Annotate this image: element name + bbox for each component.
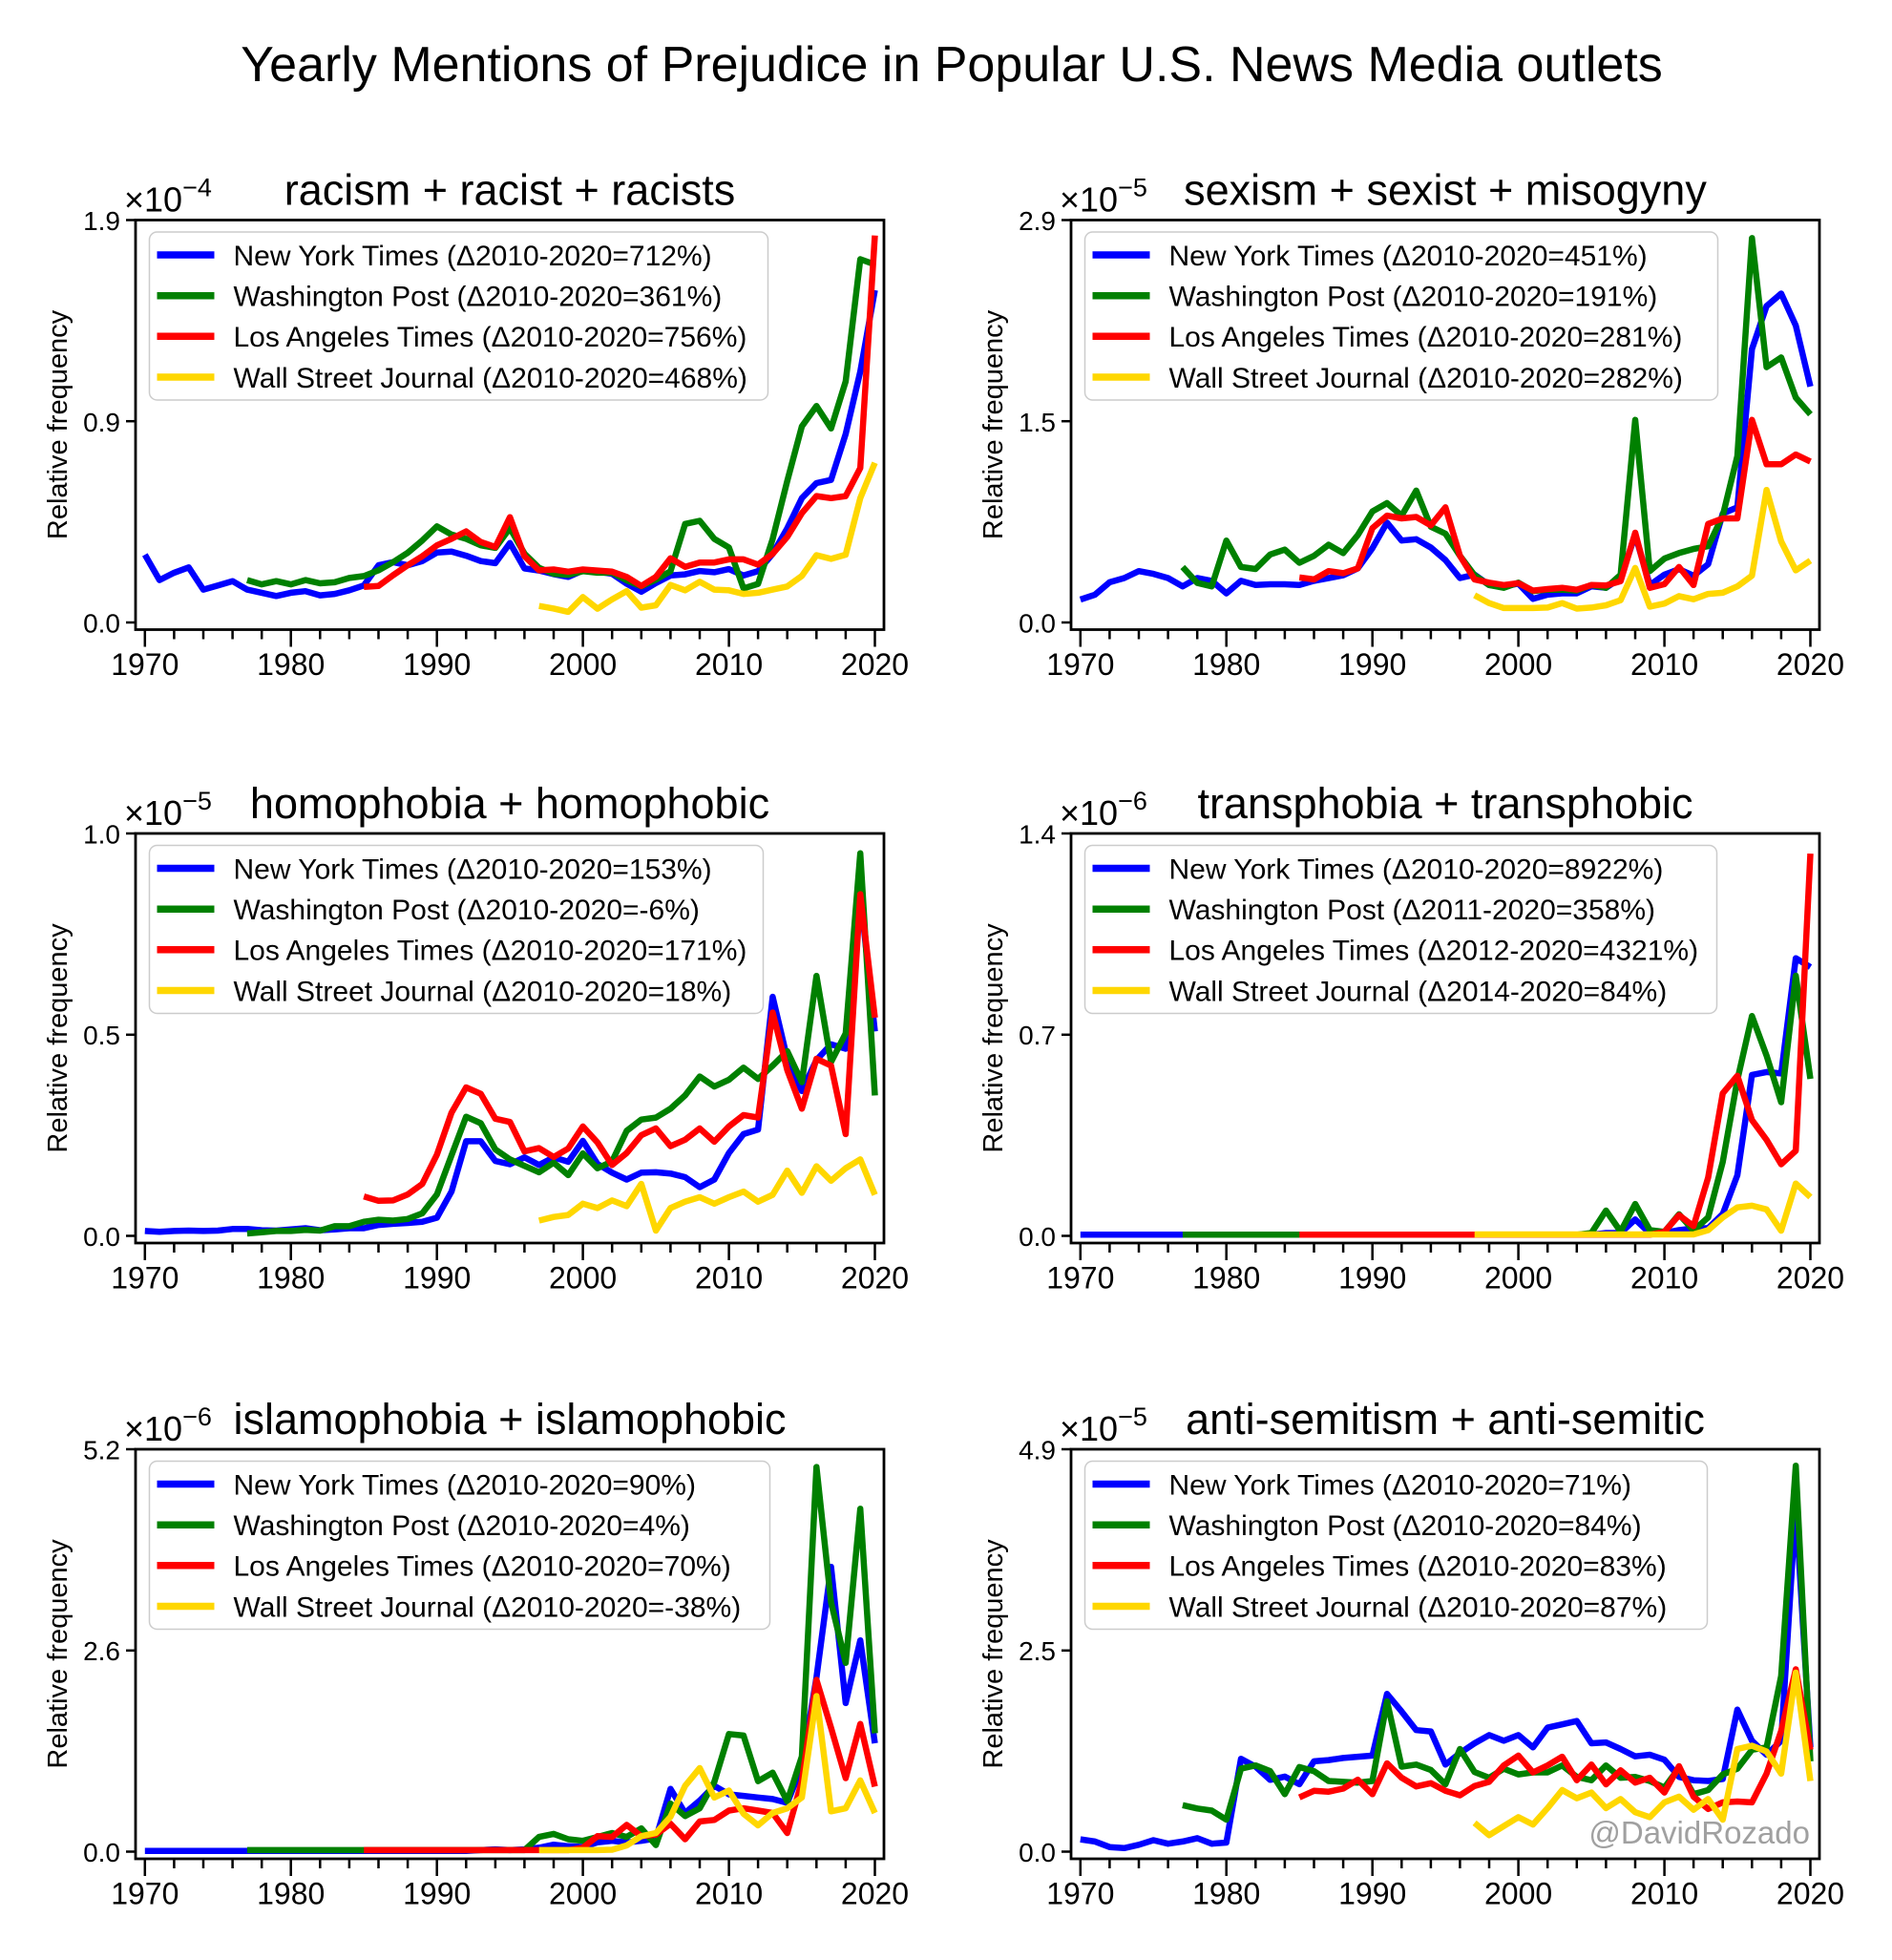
- svg-text:Washington Post (Δ2010-2020=4%: Washington Post (Δ2010-2020=4%): [234, 1510, 690, 1542]
- svg-text:Los Angeles Times (Δ2010-2020=: Los Angeles Times (Δ2010-2020=70%): [234, 1551, 731, 1583]
- svg-text:2000: 2000: [1484, 647, 1552, 682]
- svg-text:1980: 1980: [1192, 1877, 1260, 1911]
- svg-text:Wall Street Journal (Δ2010-202: Wall Street Journal (Δ2010-2020=468%): [234, 363, 747, 394]
- svg-text:1980: 1980: [1192, 647, 1260, 682]
- svg-text:Relative frequency: Relative frequency: [43, 1539, 74, 1769]
- svg-text:0.5: 0.5: [83, 1021, 120, 1050]
- svg-text:1.4: 1.4: [1019, 820, 1056, 850]
- svg-text:Los Angeles Times (Δ2010-2020=: Los Angeles Times (Δ2010-2020=171%): [234, 936, 747, 967]
- svg-text:1970: 1970: [1046, 1877, 1114, 1911]
- svg-text:1990: 1990: [403, 1261, 471, 1296]
- svg-text:Los Angeles Times (Δ2010-2020=: Los Angeles Times (Δ2010-2020=83%): [1169, 1551, 1667, 1583]
- svg-text:1970: 1970: [1046, 647, 1114, 682]
- svg-text:1990: 1990: [1338, 1877, 1406, 1911]
- svg-text:Washington Post (Δ2010-2020=-6: Washington Post (Δ2010-2020=-6%): [234, 895, 700, 926]
- svg-text:1970: 1970: [111, 647, 179, 682]
- svg-text:2000: 2000: [549, 647, 617, 682]
- svg-text:2010: 2010: [695, 647, 763, 682]
- svg-text:1980: 1980: [1192, 1261, 1260, 1296]
- svg-text:Relative frequency: Relative frequency: [978, 923, 1009, 1153]
- svg-text:1970: 1970: [111, 1261, 179, 1296]
- svg-text:New York Times (Δ2010-2020=712: New York Times (Δ2010-2020=712%): [234, 241, 712, 272]
- svg-text:New York Times (Δ2010-2020=451: New York Times (Δ2010-2020=451%): [1169, 241, 1648, 272]
- svg-text:1970: 1970: [111, 1877, 179, 1911]
- svg-text:2020: 2020: [1776, 647, 1844, 682]
- svg-text:Washington Post (Δ2011-2020=35: Washington Post (Δ2011-2020=358%): [1169, 895, 1656, 926]
- svg-text:Relative frequency: Relative frequency: [978, 1539, 1009, 1769]
- svg-text:homophobia + homophobic: homophobia + homophobic: [250, 779, 769, 828]
- svg-text:2020: 2020: [1776, 1877, 1844, 1911]
- svg-text:1.9: 1.9: [83, 206, 120, 236]
- svg-text:Los Angeles Times (Δ2012-2020=: Los Angeles Times (Δ2012-2020=4321%): [1169, 936, 1699, 967]
- svg-text:1980: 1980: [257, 1261, 325, 1296]
- svg-text:0.0: 0.0: [83, 1838, 120, 1867]
- svg-text:2000: 2000: [549, 1261, 617, 1296]
- svg-text:0.0: 0.0: [1019, 1838, 1056, 1867]
- svg-text:Los Angeles Times (Δ2010-2020=: Los Angeles Times (Δ2010-2020=756%): [234, 322, 747, 353]
- svg-text:Washington Post (Δ2010-2020=36: Washington Post (Δ2010-2020=361%): [234, 282, 723, 313]
- svg-text:@DavidRozado: @DavidRozado: [1588, 1815, 1810, 1850]
- svg-text:0.7: 0.7: [1019, 1021, 1056, 1050]
- svg-text:Wall Street Journal (Δ2010-202: Wall Street Journal (Δ2010-2020=-38%): [234, 1591, 742, 1623]
- svg-text:2000: 2000: [1484, 1877, 1552, 1911]
- svg-text:2.9: 2.9: [1019, 206, 1056, 236]
- svg-text:Relative frequency: Relative frequency: [43, 309, 74, 539]
- svg-text:New York Times (Δ2010-2020=892: New York Times (Δ2010-2020=8922%): [1169, 854, 1664, 885]
- svg-text:2010: 2010: [1630, 647, 1698, 682]
- svg-text:0.0: 0.0: [83, 609, 120, 639]
- svg-text:New York Times (Δ2010-2020=153: New York Times (Δ2010-2020=153%): [234, 854, 712, 885]
- svg-text:1990: 1990: [403, 1877, 471, 1911]
- svg-text:2020: 2020: [841, 1877, 909, 1911]
- svg-text:2000: 2000: [1484, 1261, 1552, 1296]
- svg-text:2020: 2020: [1776, 1261, 1844, 1296]
- svg-text:2010: 2010: [1630, 1877, 1698, 1911]
- svg-text:5.2: 5.2: [83, 1436, 120, 1465]
- svg-text:Washington Post (Δ2010-2020=84: Washington Post (Δ2010-2020=84%): [1169, 1510, 1642, 1542]
- svg-text:sexism + sexist + misogyny: sexism + sexist + misogyny: [1184, 166, 1707, 215]
- svg-text:Wall Street Journal (Δ2010-202: Wall Street Journal (Δ2010-2020=87%): [1169, 1591, 1668, 1623]
- svg-text:Wall Street Journal (Δ2010-202: Wall Street Journal (Δ2010-2020=18%): [234, 976, 732, 1007]
- svg-text:Wall Street Journal (Δ2014-202: Wall Street Journal (Δ2014-2020=84%): [1169, 976, 1668, 1007]
- svg-text:Wall Street Journal (Δ2010-202: Wall Street Journal (Δ2010-2020=282%): [1169, 363, 1683, 394]
- svg-text:1980: 1980: [257, 647, 325, 682]
- svg-text:islamophobia + islamophobic: islamophobia + islamophobic: [233, 1395, 786, 1444]
- svg-text:transphobia + transphobic: transphobia + transphobic: [1197, 779, 1692, 828]
- svg-text:2000: 2000: [549, 1877, 617, 1911]
- svg-text:1990: 1990: [1338, 1261, 1406, 1296]
- svg-text:Yearly Mentions of Prejudice i: Yearly Mentions of Prejudice in Popular …: [241, 37, 1663, 93]
- svg-text:2010: 2010: [1630, 1261, 1698, 1296]
- svg-text:New York Times (Δ2010-2020=71%: New York Times (Δ2010-2020=71%): [1169, 1469, 1631, 1501]
- svg-text:1990: 1990: [403, 647, 471, 682]
- svg-text:2010: 2010: [695, 1877, 763, 1911]
- svg-text:Relative frequency: Relative frequency: [978, 309, 1009, 539]
- svg-text:4.9: 4.9: [1019, 1436, 1056, 1465]
- svg-text:1.5: 1.5: [1019, 408, 1056, 437]
- svg-text:Los Angeles Times (Δ2010-2020=: Los Angeles Times (Δ2010-2020=281%): [1169, 322, 1683, 353]
- svg-text:New York Times (Δ2010-2020=90%: New York Times (Δ2010-2020=90%): [234, 1469, 696, 1501]
- svg-text:0.9: 0.9: [83, 408, 120, 437]
- svg-text:2010: 2010: [695, 1261, 763, 1296]
- svg-text:Relative frequency: Relative frequency: [43, 923, 74, 1153]
- svg-text:0.0: 0.0: [83, 1222, 120, 1252]
- svg-text:1990: 1990: [1338, 647, 1406, 682]
- svg-text:2.5: 2.5: [1019, 1636, 1056, 1666]
- svg-text:1970: 1970: [1046, 1261, 1114, 1296]
- svg-text:0.0: 0.0: [1019, 609, 1056, 639]
- svg-text:racism + racist + racists: racism + racist + racists: [284, 166, 736, 215]
- svg-text:2020: 2020: [841, 647, 909, 682]
- svg-text:1.0: 1.0: [83, 820, 120, 850]
- svg-text:Washington Post (Δ2010-2020=19: Washington Post (Δ2010-2020=191%): [1169, 282, 1658, 313]
- svg-text:2.6: 2.6: [83, 1636, 120, 1666]
- svg-text:2020: 2020: [841, 1261, 909, 1296]
- svg-text:×10−6: ×10−6: [1060, 787, 1147, 832]
- svg-text:0.0: 0.0: [1019, 1222, 1056, 1252]
- svg-text:1980: 1980: [257, 1877, 325, 1911]
- svg-text:anti-semitism + anti-semitic: anti-semitism + anti-semitic: [1186, 1395, 1705, 1444]
